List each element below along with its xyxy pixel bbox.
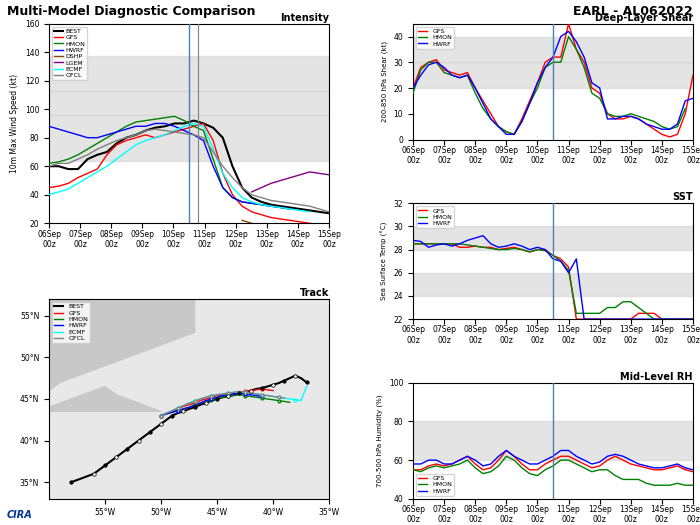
- Text: EARL - AL062022: EARL - AL062022: [573, 5, 693, 18]
- Y-axis label: 200-850 hPa Shear (kt): 200-850 hPa Shear (kt): [382, 41, 388, 122]
- Legend: GFS, HMON, HWRF: GFS, HMON, HWRF: [416, 27, 454, 48]
- Bar: [413, 62, 693, 88]
- Legend: BEST, GFS, HMON, HWRF, DSHP, LGEM, ECMF, OFCL: BEST, GFS, HMON, HWRF, DSHP, LGEM, ECMF,…: [52, 27, 87, 80]
- Bar: [49, 56, 329, 91]
- Polygon shape: [49, 299, 195, 391]
- Text: CIRA: CIRA: [7, 510, 33, 520]
- Legend: GFS, HMON, HWRF: GFS, HMON, HWRF: [416, 474, 454, 496]
- Bar: [49, 115, 329, 161]
- Y-axis label: 10m Max Wind Speed (kt): 10m Max Wind Speed (kt): [10, 74, 19, 173]
- Polygon shape: [49, 386, 161, 412]
- Bar: [413, 37, 693, 62]
- Bar: [49, 91, 329, 115]
- Legend: BEST, GFS, HMON, HWRF, ECMF, OFCL: BEST, GFS, HMON, HWRF, ECMF, OFCL: [52, 302, 90, 343]
- Bar: [413, 422, 693, 460]
- Y-axis label: Sea Surface Temp (°C): Sea Surface Temp (°C): [381, 222, 388, 300]
- Text: Multi-Model Diagnostic Comparison: Multi-Model Diagnostic Comparison: [7, 5, 256, 18]
- Text: Mid-Level RH: Mid-Level RH: [620, 372, 693, 382]
- Bar: [413, 273, 693, 296]
- Text: Deep-Layer Shear: Deep-Layer Shear: [595, 13, 693, 23]
- Legend: GFS, HMON, HWRF: GFS, HMON, HWRF: [416, 206, 454, 228]
- Bar: [413, 226, 693, 249]
- Text: Track: Track: [300, 288, 329, 298]
- Text: Intensity: Intensity: [280, 13, 329, 23]
- Y-axis label: 700-500 hPa Humidity (%): 700-500 hPa Humidity (%): [377, 395, 383, 487]
- Text: SST: SST: [673, 193, 693, 203]
